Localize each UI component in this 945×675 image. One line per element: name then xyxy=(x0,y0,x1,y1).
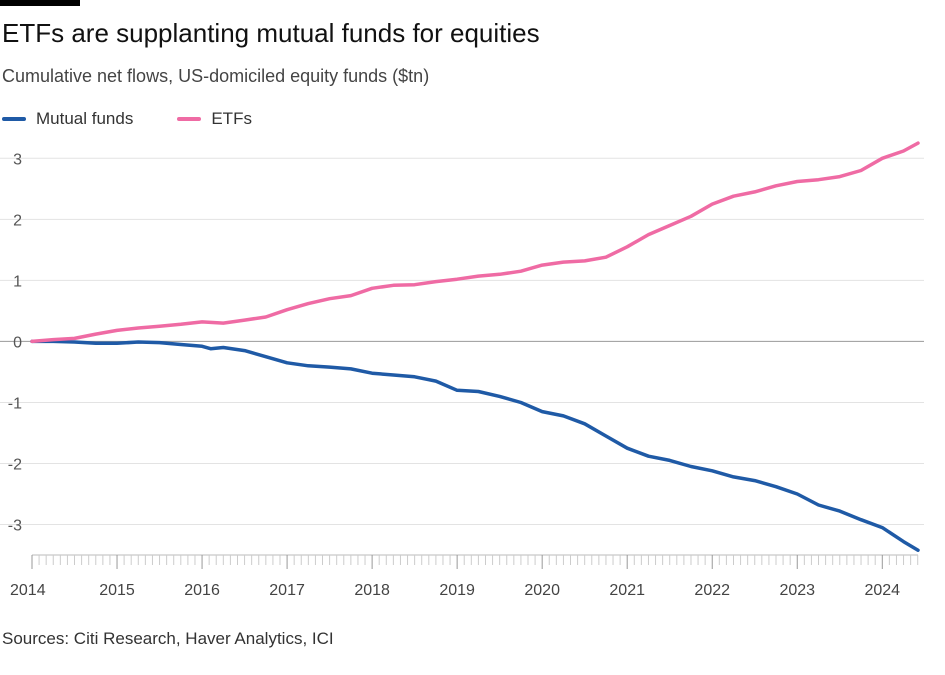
chart-legend: Mutual funds ETFs xyxy=(2,108,296,130)
y-tick-label: 0 xyxy=(13,334,22,351)
legend-label-etfs: ETFs xyxy=(211,109,252,128)
x-tick-label: 2020 xyxy=(524,582,560,599)
legend-label-mutual-funds: Mutual funds xyxy=(36,109,134,128)
legend-swatch-etfs xyxy=(177,117,202,121)
brand-bar xyxy=(0,0,80,6)
x-tick-label: 2024 xyxy=(864,582,900,599)
x-tick-label: 2018 xyxy=(354,582,390,599)
series-line-mutual-funds xyxy=(30,339,920,552)
legend-item-mutual-funds: Mutual funds xyxy=(2,109,133,129)
y-tick-label: 3 xyxy=(13,151,22,168)
series-line-etfs xyxy=(30,141,920,344)
x-tick-label: 2021 xyxy=(609,582,645,599)
y-tick-label: 2 xyxy=(13,212,22,229)
x-tick-label: 2016 xyxy=(184,582,220,599)
y-tick-label: -3 xyxy=(8,518,22,535)
x-axis: 2014 2015 2016 2017 2018 2019 2020 2021 2022 2023… xyxy=(10,554,919,599)
legend-item-etfs: ETFs xyxy=(177,109,252,129)
chart-subtitle: Cumulative net flows, US-domiciled equit… xyxy=(2,66,430,86)
x-tick-label: 2015 xyxy=(99,582,135,599)
x-tick-label: 2022 xyxy=(694,582,730,599)
source-note: Sources: Citi Research, Haver Analytics,… xyxy=(2,629,334,648)
chart-title: ETFs are supplanting mutual funds for eq… xyxy=(2,18,540,48)
y-axis-ticks: -3 -2 -1 0 1 2 3 xyxy=(8,151,22,534)
y-tick-label: 1 xyxy=(13,273,22,290)
legend-swatch-mutual-funds xyxy=(2,117,26,121)
y-tick-label: -1 xyxy=(8,395,22,412)
x-tick-label: 2014 xyxy=(10,582,46,599)
x-tick-label: 2017 xyxy=(269,582,305,599)
y-tick-label: -2 xyxy=(8,456,22,473)
x-tick-label: 2019 xyxy=(439,582,475,599)
series-lines xyxy=(30,141,920,552)
x-tick-label: 2023 xyxy=(779,582,815,599)
